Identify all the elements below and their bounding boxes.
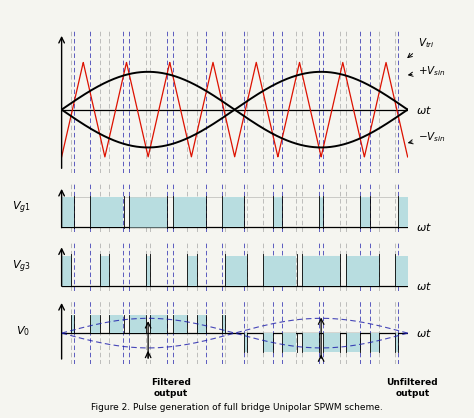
- Text: $\omega t$: $\omega t$: [416, 222, 432, 234]
- Text: Filtered
output: Filtered output: [151, 378, 191, 398]
- Text: Figure 2. Pulse generation of full bridge Unipolar SPWM scheme.: Figure 2. Pulse generation of full bridg…: [91, 403, 383, 412]
- Text: $V_{g1}$: $V_{g1}$: [12, 200, 30, 216]
- Text: $V_{tri}$: $V_{tri}$: [408, 36, 435, 58]
- Text: $\omega t$: $\omega t$: [416, 280, 432, 292]
- Text: $+V_{sin}$: $+V_{sin}$: [409, 64, 445, 78]
- Text: Unfiltered
output: Unfiltered output: [387, 378, 438, 398]
- Text: $V_0$: $V_0$: [17, 324, 30, 338]
- Text: $V_{g3}$: $V_{g3}$: [12, 258, 30, 275]
- Text: $\omega t$: $\omega t$: [416, 104, 432, 116]
- Text: $\omega t$: $\omega t$: [416, 327, 432, 339]
- Text: $-V_{sin}$: $-V_{sin}$: [409, 130, 445, 144]
